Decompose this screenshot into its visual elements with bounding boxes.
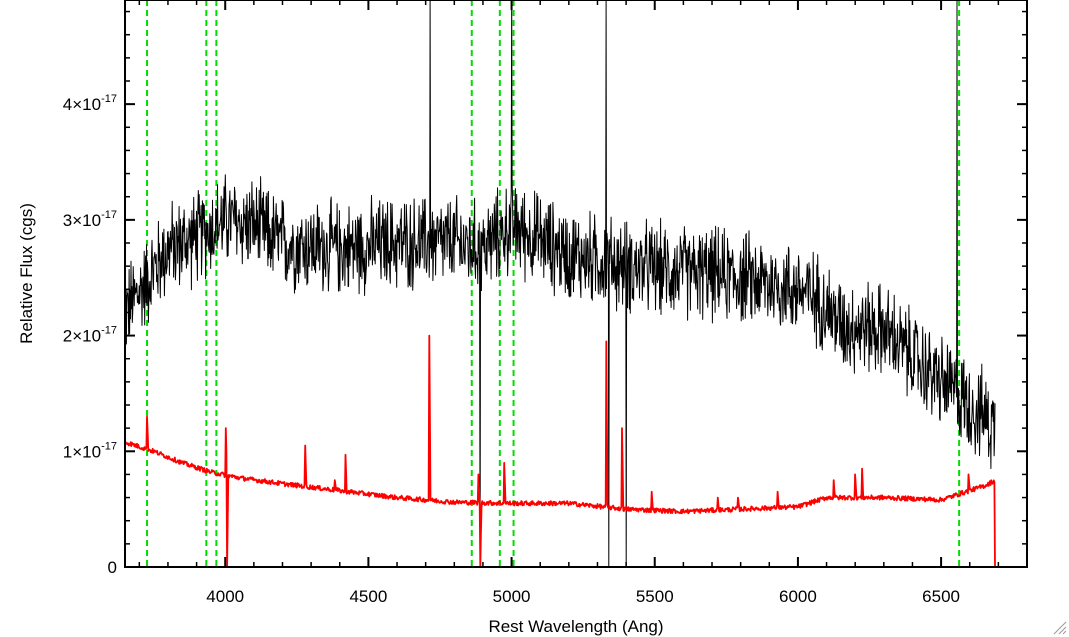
y-tick-label: 3×10-17 [63, 209, 117, 230]
tick-labels: 4000 4500 5000 5500 6000 6500 0 1×10-17 2×10-17 3… [63, 93, 960, 606]
plot-frame [124, 0, 1028, 568]
y-tick-label: 0 [108, 558, 117, 577]
resize-grip-icon[interactable] [1053, 621, 1067, 635]
series-1-line [125, 334, 996, 567]
x-axis-title: Rest Wavelength (Ang) [488, 617, 663, 636]
x-tick-label: 5500 [636, 587, 674, 606]
x-tick-label: 4000 [206, 587, 244, 606]
y-tick-label: 1×10-17 [63, 440, 117, 461]
y-axis-title: Relative Flux (cgs) [17, 203, 36, 344]
y-tick-label: 4×10-17 [63, 93, 117, 114]
y-tick-label: 2×10-17 [63, 325, 117, 346]
x-tick-label: 6000 [779, 587, 817, 606]
x-tick-label: 6500 [922, 587, 960, 606]
plot-lines [125, 0, 996, 567]
x-tick-label: 4500 [349, 587, 387, 606]
axis-ticks [125, 0, 1027, 568]
series-0-line [125, 0, 996, 567]
x-tick-label: 5000 [493, 587, 531, 606]
